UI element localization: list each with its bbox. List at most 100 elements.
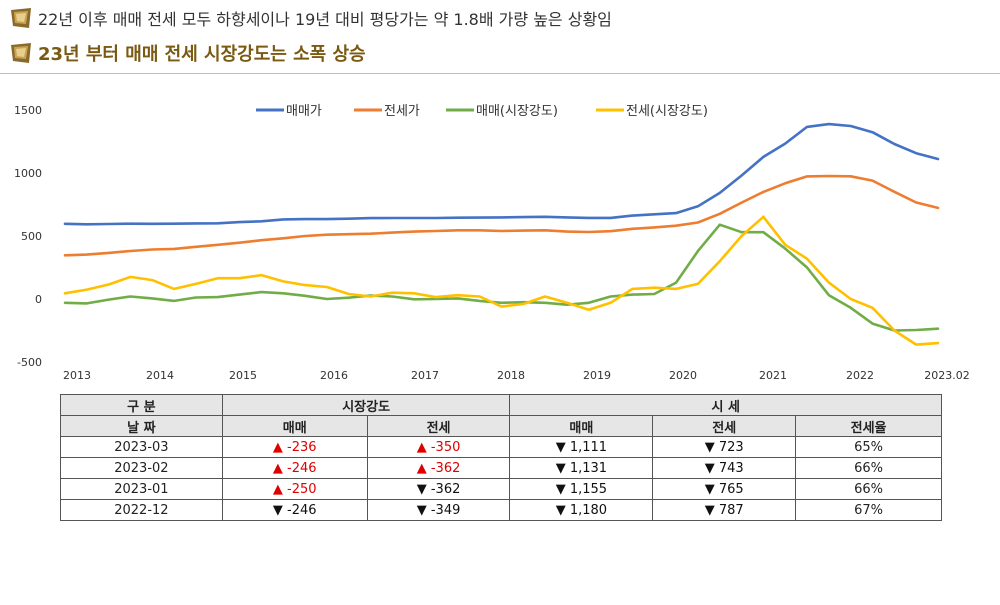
down-triangle-icon: ▼: [555, 439, 570, 455]
down-triangle-icon: ▼: [555, 481, 570, 497]
down-triangle-icon: ▼: [555, 460, 570, 476]
x-tick-label: 2019: [583, 369, 611, 382]
legend-label: 전세가: [384, 104, 420, 119]
down-triangle-icon: ▼: [704, 502, 719, 518]
cell-value: -236: [287, 439, 317, 455]
series-line: [63, 174, 940, 257]
x-tick-label: 2015: [229, 369, 257, 382]
legend-item: 매매가: [256, 104, 322, 119]
strength-lease-cell: ▼ -362: [366, 478, 511, 500]
header-strength-sale: 매매: [221, 415, 368, 437]
cell-value: 1,111: [569, 439, 608, 455]
cell-value: -350: [430, 439, 461, 455]
strength-sale-cell: ▼ -246: [221, 499, 368, 521]
x-tick-label: 2022: [846, 369, 874, 382]
table-row: 2023-03 ▲ -236 ▲ -350 ▼ 1,111 ▼ 723 65%: [60, 436, 942, 458]
cell-value: 765: [718, 481, 744, 497]
header-line-1: 22년 이후 매매 전세 모두 하향세이나 19년 대비 평당가는 약 1.8배…: [10, 6, 612, 30]
legend-label: 전세(시장강도): [626, 104, 708, 119]
lease-ratio-cell: 66%: [795, 457, 942, 479]
down-triangle-icon: ▼: [416, 502, 431, 518]
x-tick-label: 2013: [63, 369, 91, 382]
header-line-2: 23년 부터 매매 전세 시장강도는 소폭 상승: [10, 40, 366, 66]
lease-ratio-cell: 65%: [795, 436, 942, 458]
strength-lease-cell: ▲ -362: [366, 457, 511, 479]
legend-label: 매매(시장강도): [476, 104, 558, 119]
price-lease-cell: ▼ 787: [652, 499, 797, 521]
table-row: 2022-12 ▼ -246 ▼ -349 ▼ 1,180 ▼ 787 67%: [60, 499, 942, 521]
header-date: 날 짜: [60, 415, 223, 437]
price-lease-cell: ▼ 743: [652, 457, 797, 479]
up-triangle-icon: ▲: [272, 481, 288, 497]
cell-value: -362: [430, 460, 461, 476]
cell-value: 743: [718, 460, 744, 476]
x-tick-label: 2014: [146, 369, 174, 382]
legend-item: 전세(시장강도): [596, 104, 708, 119]
lease-ratio-cell: 67%: [795, 499, 942, 521]
y-tick-label: -500: [17, 356, 42, 369]
x-tick-label: 2021: [759, 369, 787, 382]
y-tick-label: 1500: [14, 104, 42, 117]
date-cell: 2023-03: [60, 436, 223, 458]
gold-bullet-icon: [11, 8, 31, 28]
legend-label: 매매가: [286, 104, 322, 119]
down-triangle-icon: ▼: [272, 502, 288, 518]
x-tick-label: 2018: [497, 369, 525, 382]
price-sale-cell: ▼ 1,180: [509, 499, 654, 521]
cell-value: 1,131: [569, 460, 608, 476]
strength-lease-cell: ▲ -350: [366, 436, 511, 458]
price-sale-cell: ▼ 1,131: [509, 457, 654, 479]
x-tick-label: 2016: [320, 369, 348, 382]
date-cell: 2022-12: [60, 499, 223, 521]
down-triangle-icon: ▼: [704, 460, 719, 476]
header-price-sale: 매매: [509, 415, 654, 437]
header-lease-ratio: 전세율: [795, 415, 942, 437]
header-market-price: 시 세: [509, 394, 942, 416]
price-sale-cell: ▼ 1,111: [509, 436, 654, 458]
down-triangle-icon: ▼: [555, 502, 570, 518]
header-divider: [0, 73, 1000, 74]
up-triangle-icon: ▲: [416, 460, 431, 476]
x-axis: 2013 2014 2015 2016 2017 2018 2019 2020 2021 2022…: [63, 369, 970, 382]
table-row: 2023-02 ▲ -246 ▲ -362 ▼ 1,131 ▼ 743 66%: [60, 457, 942, 479]
series-line: [63, 223, 940, 332]
cell-value: -362: [430, 481, 461, 497]
up-triangle-icon: ▲: [416, 439, 431, 455]
header-category: 구 분: [60, 394, 223, 416]
up-triangle-icon: ▲: [272, 460, 288, 476]
cell-value: 723: [718, 439, 744, 455]
strength-sale-cell: ▲ -250: [221, 478, 368, 500]
gold-bullet-icon: [11, 43, 31, 63]
price-sale-cell: ▼ 1,155: [509, 478, 654, 500]
date-cell: 2023-02: [60, 457, 223, 479]
header-market-strength: 시장강도: [221, 394, 511, 416]
strength-sale-cell: ▲ -236: [221, 436, 368, 458]
series-line: [63, 215, 940, 346]
legend-item: 매매(시장강도): [446, 104, 558, 119]
cell-value: -250: [287, 481, 317, 497]
y-tick-label: 0: [35, 293, 42, 306]
x-tick-label: 2020: [669, 369, 697, 382]
cell-value: -246: [287, 502, 317, 518]
cell-value: 787: [718, 502, 744, 518]
header-strength-lease: 전세: [366, 415, 511, 437]
y-tick-label: 1000: [14, 167, 42, 180]
market-line-chart: 매매가 전세가 매매(시장강도) 전세(시장강도) 150010005000-500 …: [14, 104, 970, 382]
down-triangle-icon: ▼: [704, 481, 719, 497]
table-body: 2023-03 ▲ -236 ▲ -350 ▼ 1,111 ▼ 723 65% 2023-0…: [60, 436, 942, 521]
legend-item: 전세가: [354, 104, 420, 119]
up-triangle-icon: ▲: [272, 439, 288, 455]
table-header-row-1: 구 분 시장강도 시 세: [60, 394, 942, 416]
series-line: [63, 122, 940, 226]
cell-value: -349: [430, 502, 461, 518]
series-lines: [63, 122, 940, 346]
chart-legend: 매매가 전세가 매매(시장강도) 전세(시장강도): [256, 104, 708, 119]
down-triangle-icon: ▼: [416, 481, 431, 497]
cell-value: 1,155: [569, 481, 608, 497]
header-price-lease: 전세: [652, 415, 797, 437]
lease-ratio-cell: 66%: [795, 478, 942, 500]
cell-value: -246: [287, 460, 317, 476]
strength-sale-cell: ▲ -246: [221, 457, 368, 479]
header-line-2-text: 23년 부터 매매 전세 시장강도는 소폭 상승: [38, 44, 366, 65]
table-row: 2023-01 ▲ -250 ▼ -362 ▼ 1,155 ▼ 765 66%: [60, 478, 942, 500]
